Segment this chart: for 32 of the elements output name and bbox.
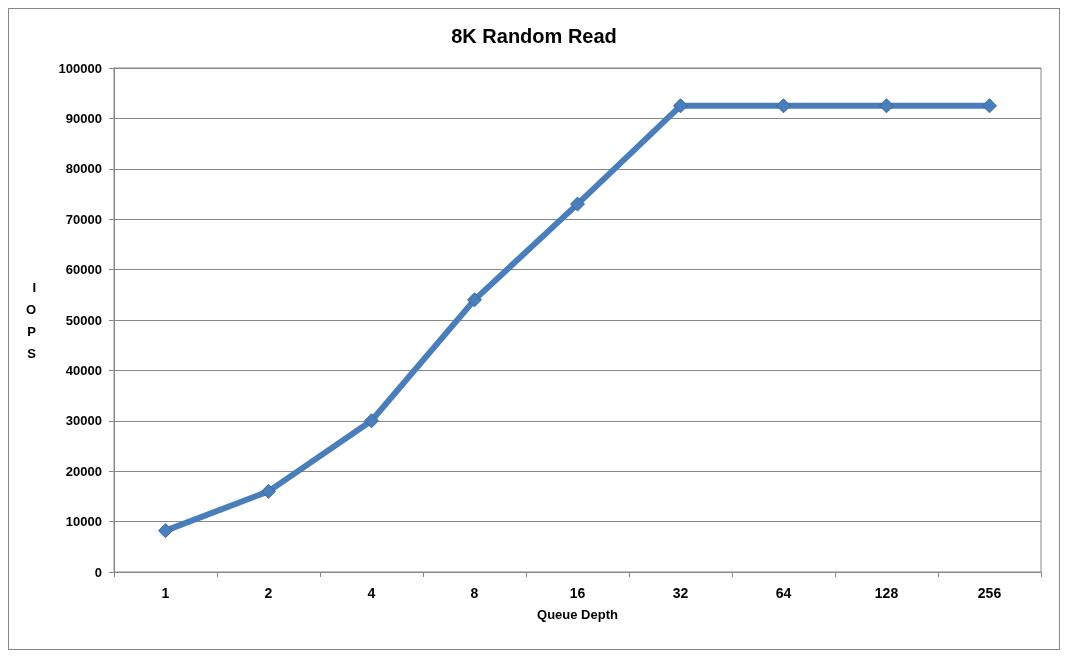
x-tick-label: 256	[977, 585, 1002, 601]
y-axis-title: IOPS	[25, 279, 37, 361]
y-tick-label: 70000	[65, 211, 102, 227]
point	[673, 98, 688, 114]
y-tick-label: 100000	[58, 60, 102, 76]
y-tick-label: 50000	[65, 312, 102, 328]
x-tick-label: 32	[672, 585, 689, 601]
x-tick-label: 1	[161, 585, 170, 601]
point	[879, 98, 894, 114]
point	[982, 98, 997, 114]
x-tick-label: 128	[874, 585, 899, 601]
y-tick-label: 40000	[65, 362, 102, 378]
point	[570, 196, 585, 212]
point	[261, 483, 276, 499]
point	[158, 523, 173, 539]
y-tick-label: 80000	[65, 161, 102, 177]
y-tick-label: 10000	[65, 514, 102, 530]
x-tick-label: 8	[470, 585, 479, 601]
y-tick-label: 90000	[65, 110, 102, 126]
x-tick-label: 16	[569, 585, 586, 601]
x-axis-title: Queue Depth	[537, 607, 618, 622]
y-tick-label: 30000	[65, 413, 102, 429]
x-tick-label: 2	[264, 585, 273, 601]
y-tick-label: 20000	[65, 463, 102, 479]
x-tick-label: 4	[367, 585, 376, 601]
point	[467, 292, 482, 308]
y-tick-label: 0	[94, 564, 102, 580]
point	[776, 98, 791, 114]
y-tick-label: 60000	[65, 262, 102, 278]
point	[364, 413, 379, 429]
chart-title: 8K Random Read	[451, 25, 617, 47]
x-tick-label: 64	[775, 585, 792, 601]
